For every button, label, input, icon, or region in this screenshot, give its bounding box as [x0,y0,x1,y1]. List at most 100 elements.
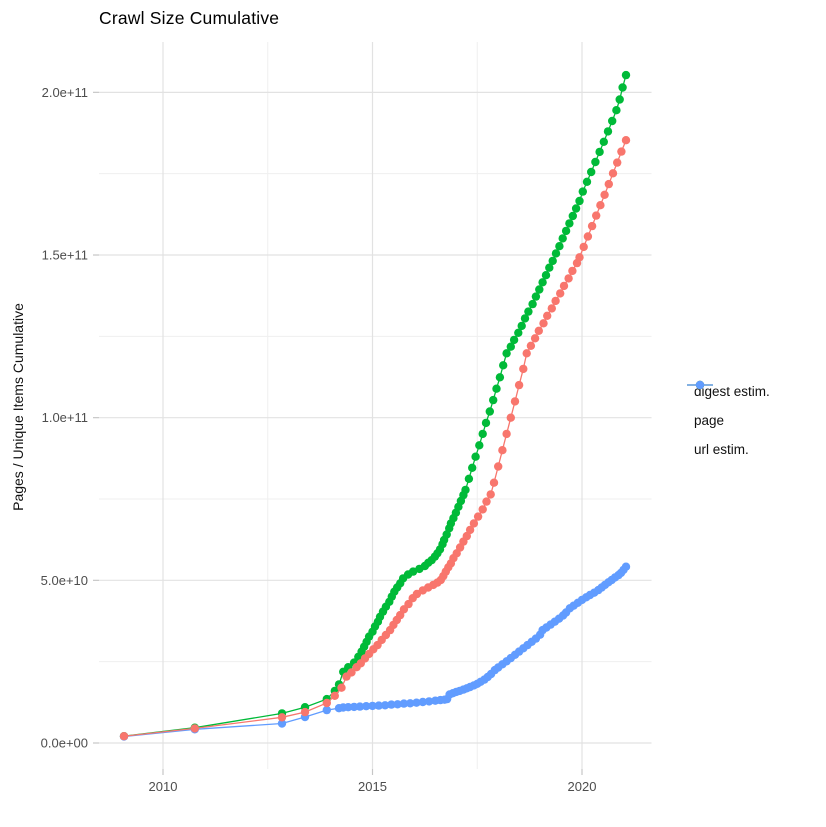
data-point [506,413,515,422]
data-point [595,147,604,157]
data-point [564,274,573,283]
data-point [545,263,554,272]
data-point [618,83,627,92]
data-point [393,700,402,709]
data-point [380,701,390,710]
data-point [517,321,526,331]
data-point [579,242,588,252]
legend-item-url-estim: url estim. [686,380,770,464]
data-point [481,418,491,428]
data-point [424,697,434,706]
data-point [408,567,418,576]
data-point [374,701,383,710]
data-point [347,668,356,677]
x-tick-label: 2020 [568,779,597,794]
data-point [534,326,543,335]
data-point [486,490,495,499]
grid-major [99,42,652,769]
data-point [502,429,511,439]
legend-item-page: page [686,380,770,435]
data-point [615,95,624,104]
data-point [300,707,310,717]
data-point [478,505,487,514]
x-tick-label: 2010 [149,779,178,794]
series-digest-estim [119,136,631,741]
data-point [571,204,581,213]
data-point [591,157,600,167]
data-point [362,702,371,711]
data-point [406,699,415,708]
data-point [621,136,631,145]
data-point [498,446,507,455]
data-point [575,253,584,262]
data-point [322,698,331,708]
data-point [277,719,287,728]
data-point [565,219,574,228]
chart-title: Crawl Size Cumulative [99,8,280,28]
data-point [541,271,551,280]
data-point [548,256,557,266]
data-point [492,384,501,393]
data-point [489,478,499,487]
data-point [475,441,484,450]
data-point [509,335,519,345]
data-point [531,292,541,301]
data-point [190,724,199,733]
series-page [119,70,631,741]
data-point [603,127,613,136]
data-point [559,281,569,291]
legend-label-page: page [694,413,725,428]
data-point [119,732,129,741]
data-point [468,463,477,472]
data-point [621,70,631,80]
data-point [462,531,471,541]
data-point [478,429,487,439]
data-point [482,497,491,506]
series-line-page [123,74,627,737]
grid-minor [99,42,652,769]
data-point [368,701,377,711]
data-point [538,278,547,287]
data-point [583,232,593,241]
data-point [600,190,609,199]
data-point [495,373,505,382]
data-point [543,311,552,320]
data-point [473,512,483,521]
data-point [510,397,520,406]
data-point [556,289,565,298]
data-point [578,187,587,196]
legend: digest estim. page url estim. [686,377,770,464]
data-point [277,713,287,722]
data-point [519,364,528,374]
data-point [469,519,479,528]
data-point [599,137,608,146]
data-point [596,201,605,210]
data-point [330,691,339,700]
data-point [608,169,618,178]
data-point [418,697,427,707]
data-point [617,147,626,156]
data-point [399,699,409,708]
data-point [461,485,470,495]
data-point [344,703,353,712]
data-point [465,525,475,535]
data-point [592,211,601,220]
data-point [387,700,396,709]
y-tick-label: 2.0e+11 [42,85,88,100]
data-point [471,452,480,461]
data-point [530,334,540,343]
data-point [539,319,548,328]
data-point [535,285,544,294]
data-point [506,342,515,351]
data-point [524,307,533,316]
data-point [587,167,596,177]
data-point [412,698,421,707]
y-tick-label: 5.0e+10 [41,573,88,588]
data-point [568,211,577,221]
data-point [355,702,365,711]
y-axis: 0.0e+00 5.0e+10 1.0e+11 1.5e+11 2.0e+11 [41,85,99,751]
data-point [522,349,531,358]
legend-label-digest-estim: digest estim. [694,384,770,399]
